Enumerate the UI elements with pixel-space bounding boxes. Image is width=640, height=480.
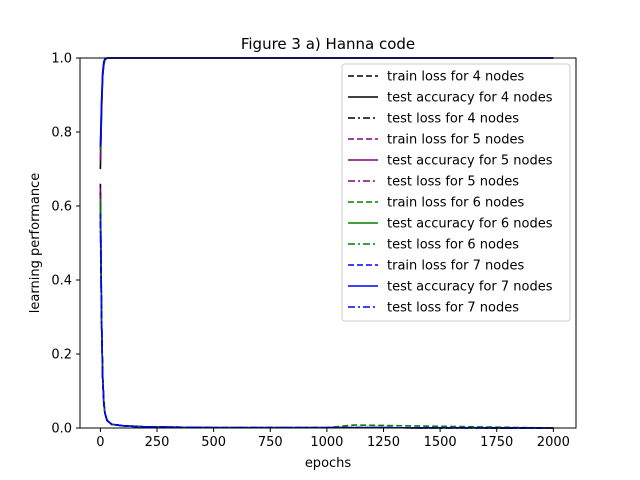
y-tick-label: 1.0: [51, 52, 72, 67]
legend-label: test loss for 6 nodes: [387, 238, 519, 253]
legend-label: train loss for 6 nodes: [387, 196, 524, 211]
y-axis: 0.0 0.2 0.4 0.6 0.8 1.0: [51, 52, 80, 437]
x-tick-label: 0: [96, 435, 104, 450]
legend-label: test loss for 4 nodes: [387, 112, 519, 127]
legend-label: test loss for 7 nodes: [387, 301, 519, 316]
legend-label: train loss for 4 nodes: [387, 70, 524, 85]
x-axis-label: epochs: [305, 456, 352, 471]
y-axis-label: learning performance: [28, 173, 43, 313]
y-tick-label: 0.8: [51, 126, 72, 141]
x-tick-label: 2000: [537, 435, 570, 450]
plot-frame: [79, 57, 577, 429]
chart-title: Figure 3 a) Hanna code: [241, 35, 415, 53]
x-tick-label: 250: [145, 435, 170, 450]
x-tick-label: 500: [201, 435, 226, 450]
y-tick-label: 0.4: [51, 274, 72, 289]
series-line-12: [99, 220, 554, 429]
x-tick-label: 1250: [367, 435, 400, 450]
legend-label: test accuracy for 4 nodes: [387, 91, 553, 106]
x-axis: 0 250 500 750 1000 1250 1500 1750 2000: [96, 428, 570, 450]
legend: train loss for 4 nodes test accuracy for …: [341, 63, 571, 322]
y-tick-label: 0.6: [51, 200, 72, 215]
legend-label: train loss for 7 nodes: [387, 259, 524, 274]
legend-label: test accuracy for 6 nodes: [387, 217, 553, 232]
legend-label: test accuracy for 5 nodes: [387, 154, 553, 169]
legend-box: [341, 63, 571, 322]
x-tick-label: 750: [258, 435, 283, 450]
x-tick-label: 1000: [310, 435, 343, 450]
x-tick-label: 1750: [480, 435, 513, 450]
legend-label: test accuracy for 7 nodes: [387, 280, 553, 295]
x-tick-label: 1500: [424, 435, 457, 450]
y-tick-label: 0.0: [51, 422, 72, 437]
y-tick-label: 0.2: [51, 348, 72, 363]
legend-label: train loss for 5 nodes: [387, 133, 524, 148]
legend-label: test loss for 5 nodes: [387, 175, 519, 190]
